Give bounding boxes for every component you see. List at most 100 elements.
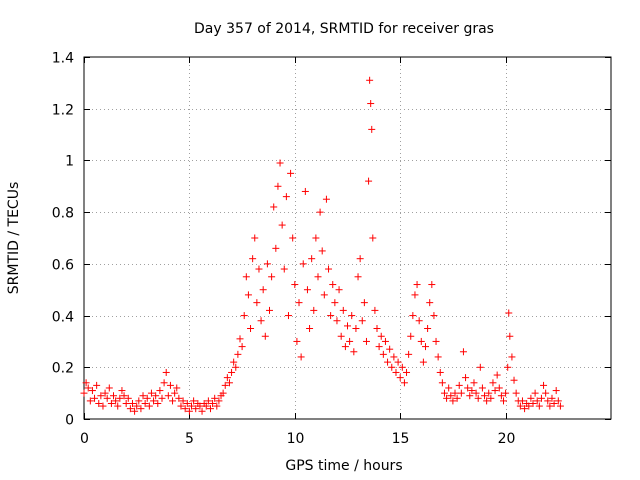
x-tick-label: 10 [287, 431, 305, 447]
data-point [430, 312, 438, 320]
data-point [88, 387, 96, 395]
data-point [415, 317, 423, 325]
data-point [257, 317, 265, 325]
data-point [175, 394, 183, 402]
data-point [394, 358, 402, 366]
x-axis-label: GPS time / hours [285, 458, 402, 474]
data-point [320, 291, 328, 299]
data-point [289, 234, 297, 242]
data-point [384, 358, 392, 366]
data-point [95, 399, 103, 407]
data-point [358, 317, 366, 325]
data-point [527, 394, 535, 402]
data-point [112, 397, 120, 405]
data-point [478, 384, 486, 392]
data-point [368, 125, 376, 133]
axis-ticks: 0 0.2 0.4 0.6 0.8 1 1.2 1.4 0 5 10 15 20 [52, 51, 611, 447]
data-point [505, 309, 513, 317]
data-point [141, 399, 149, 407]
data-point [403, 368, 411, 376]
y-tick-label: 0 [65, 413, 74, 429]
data-point [278, 221, 286, 229]
data-point [247, 325, 255, 332]
data-point [504, 363, 512, 371]
data-point [413, 281, 421, 289]
data-point [185, 407, 193, 415]
data-point [230, 358, 238, 366]
data-point [457, 389, 465, 397]
data-point [192, 405, 200, 413]
data-point [280, 265, 288, 273]
data-point [459, 348, 467, 356]
data-point [287, 169, 295, 177]
data-point [295, 299, 303, 307]
data-point [253, 299, 261, 307]
data-point [80, 389, 88, 397]
data-point [261, 332, 269, 340]
data-point [529, 399, 537, 407]
data-point [120, 392, 128, 400]
data-point [145, 402, 153, 410]
data-point [105, 384, 113, 392]
data-point [432, 337, 440, 345]
data-point [544, 397, 552, 405]
data-point [485, 389, 493, 397]
data-point [487, 394, 495, 402]
data-point [301, 187, 309, 195]
y-axis-label: SRMTID / TECUs [6, 182, 22, 295]
data-point [426, 299, 434, 307]
data-point [101, 389, 109, 397]
data-point [177, 402, 185, 410]
data-point [232, 363, 240, 371]
data-point [303, 286, 311, 294]
data-point [291, 281, 299, 289]
data-point [272, 244, 280, 252]
data-point [190, 397, 198, 405]
data-point [126, 405, 134, 413]
data-point [276, 159, 284, 167]
data-point [447, 392, 455, 400]
data-point [468, 387, 476, 395]
data-point [266, 306, 274, 314]
data-point [329, 281, 337, 289]
data-point [181, 405, 189, 413]
data-point [552, 387, 560, 395]
data-point [206, 405, 214, 413]
data-point [474, 394, 482, 402]
x-tick-label: 5 [185, 431, 194, 447]
data-point [445, 384, 453, 392]
data-point [352, 325, 360, 332]
data-point [183, 399, 191, 407]
data-point [483, 397, 491, 405]
data-point [135, 397, 143, 405]
data-point [356, 255, 364, 263]
data-point [542, 389, 550, 397]
data-point [407, 332, 415, 340]
data-point [306, 325, 314, 332]
data-point [518, 397, 526, 405]
y-tick-label: 0.2 [52, 361, 74, 377]
data-point [331, 299, 339, 307]
data-point [348, 312, 356, 320]
data-point [339, 306, 347, 314]
data-point [449, 397, 457, 405]
data-point [327, 312, 335, 320]
data-point [489, 379, 497, 387]
data-point [362, 337, 370, 345]
data-point [114, 402, 122, 410]
data-point [215, 397, 223, 405]
data-point [225, 379, 233, 387]
data-point [554, 397, 562, 405]
data-point [202, 402, 210, 410]
data-point [284, 312, 292, 320]
data-point [297, 353, 305, 361]
x-tick-label: 15 [392, 431, 410, 447]
data-point [251, 234, 259, 242]
data-point [443, 394, 451, 402]
data-point [147, 389, 155, 397]
data-point [464, 384, 472, 392]
data-point [122, 399, 130, 407]
data-point [99, 402, 107, 410]
data-point [171, 389, 179, 397]
